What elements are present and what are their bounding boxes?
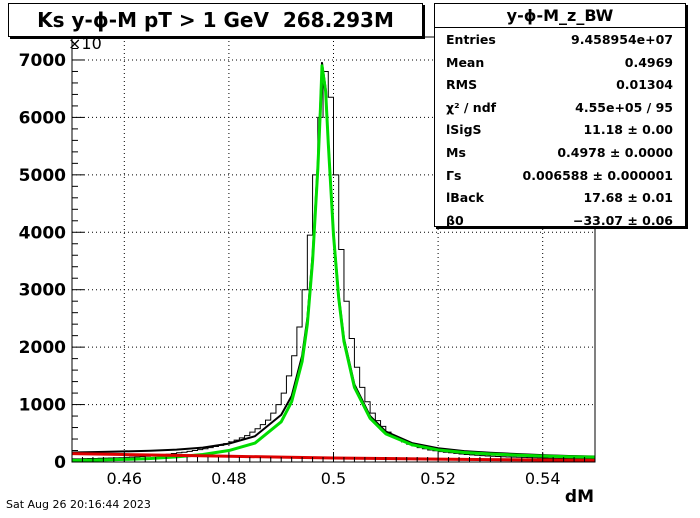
stats-value: 0.01304	[616, 77, 673, 93]
chart-title: Ks y-ϕ-M pT > 1 GeV 268.293M	[37, 8, 394, 32]
x-tick-label: 0.46	[106, 469, 142, 488]
stats-value: 0.4969	[624, 54, 673, 70]
y-multiplier: ×10	[68, 34, 102, 53]
stats-key: χ² / ndf	[446, 99, 497, 115]
stats-title: y-ϕ-M_z_BW	[435, 4, 685, 28]
x-tick-label: 0.54	[525, 469, 561, 488]
stats-row-gamma: Γs 0.006588 ± 0.000001	[435, 164, 685, 187]
stats-value: 4.55e+05 / 95	[575, 99, 673, 115]
y-tick-label: 1000	[19, 396, 66, 416]
stats-row-lback: lBack 17.68 ± 0.01	[435, 186, 685, 209]
y-tick-label: 6000	[19, 108, 66, 128]
x-tick-label: 0.52	[420, 469, 456, 488]
stats-key: Mean	[446, 54, 485, 70]
title-box: Ks y-ϕ-M pT > 1 GeV 268.293M	[8, 3, 423, 37]
stats-key: Entries	[446, 32, 496, 47]
stats-value: 0.006588 ± 0.000001	[522, 167, 673, 183]
stats-row-beta: β0 −33.07 ± 0.06	[435, 209, 685, 232]
x-tick-label: 0.48	[211, 469, 247, 488]
y-tick-label: 0	[54, 453, 66, 473]
stats-value: 17.68 ± 0.01	[583, 190, 673, 206]
stats-row-chi2: χ² / ndf 4.55e+05 / 95	[435, 96, 685, 119]
stats-value: 9.458954e+07	[571, 32, 673, 47]
y-tick-label: 5000	[19, 166, 66, 186]
stats-key: β0	[446, 212, 464, 228]
stats-value: 11.18 ± 0.00	[583, 122, 673, 138]
stats-row-entries: Entries 9.458954e+07	[435, 28, 685, 51]
stats-value: −33.07 ± 0.06	[572, 212, 673, 228]
y-tick-label: 4000	[19, 223, 66, 243]
y-tick-label: 3000	[19, 281, 66, 301]
stats-key: Ms	[446, 144, 466, 160]
stats-value: 0.4978 ± 0.0000	[557, 144, 673, 160]
stats-box: y-ϕ-M_z_BW Entries 9.458954e+07 Mean 0.4…	[434, 3, 686, 228]
stats-row-lsigs: lSigS 11.18 ± 0.00	[435, 118, 685, 141]
x-axis-label: dM	[565, 487, 594, 507]
stats-key: lBack	[446, 190, 484, 206]
y-tick-label: 2000	[19, 338, 66, 358]
x-tick-label: 0.5	[321, 469, 346, 488]
stats-row-ms: Ms 0.4978 ± 0.0000	[435, 141, 685, 164]
stats-row-rms: RMS 0.01304	[435, 73, 685, 96]
stats-key: Γs	[446, 167, 462, 183]
stats-key: RMS	[446, 77, 478, 93]
stats-key: lSigS	[446, 122, 482, 138]
signal-fit-curve	[71, 64, 596, 463]
date-stamp: Sat Aug 26 20:16:44 2023	[6, 498, 151, 511]
y-tick-label: 7000	[19, 51, 66, 71]
stats-row-mean: Mean 0.4969	[435, 51, 685, 74]
